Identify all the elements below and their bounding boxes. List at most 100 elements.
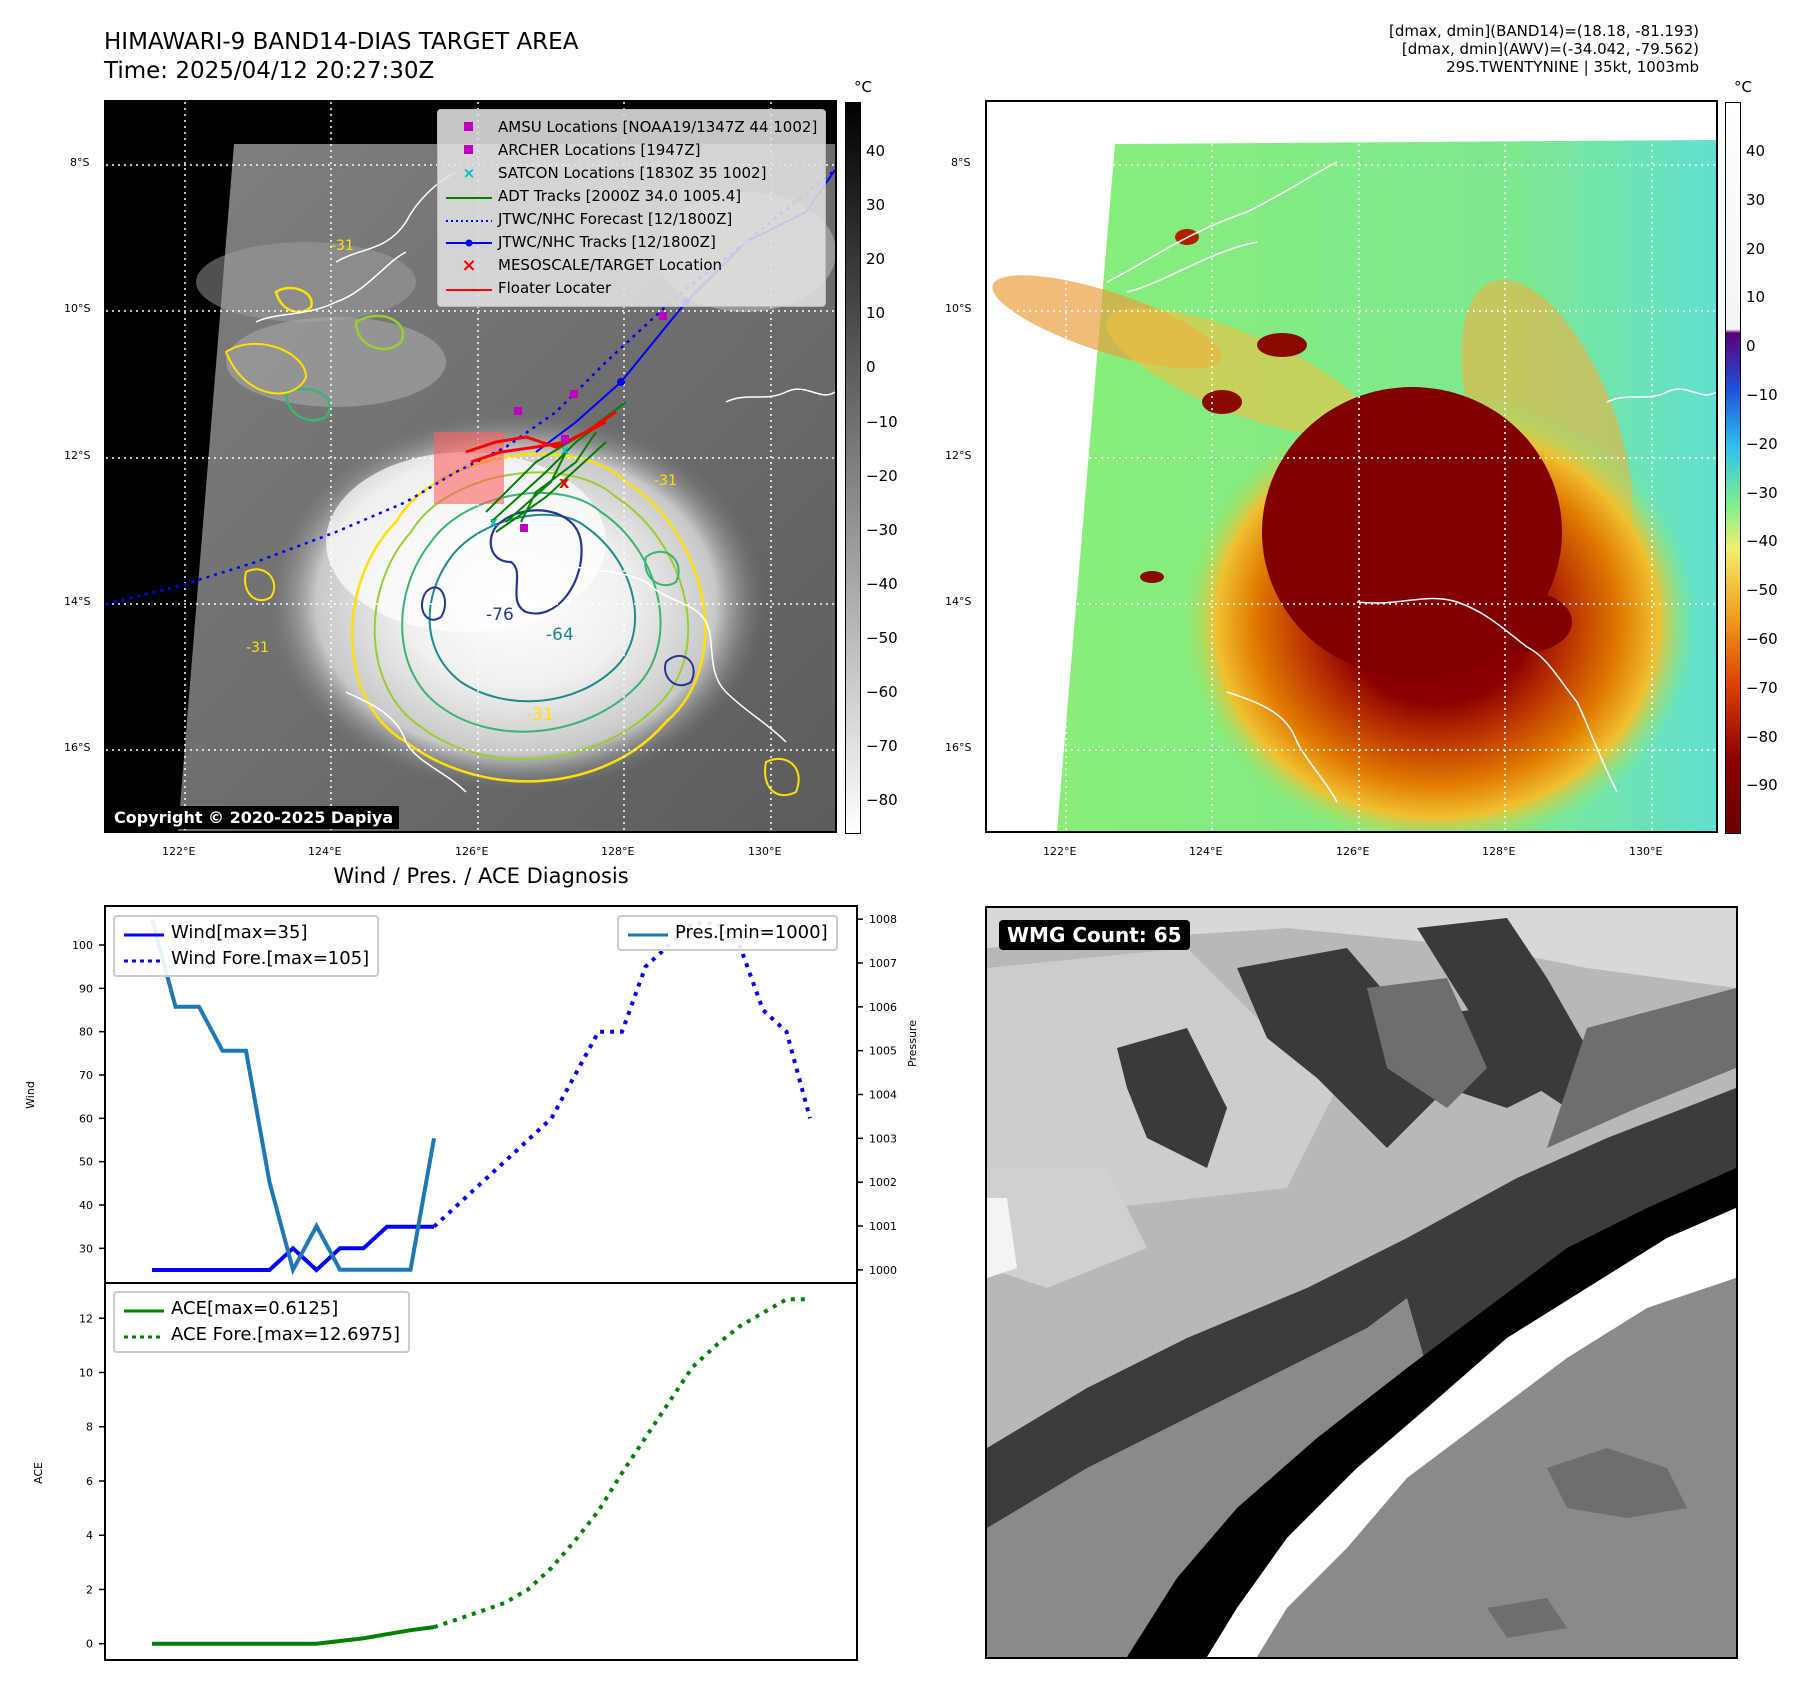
awv-gridlines bbox=[987, 102, 1716, 831]
colorbar-tick: −30 bbox=[1746, 483, 1778, 502]
colorbar-tick: 0 bbox=[866, 358, 876, 377]
lat-tick: 12°S bbox=[945, 449, 972, 462]
lon-tick: 122°E bbox=[1043, 845, 1077, 858]
diagnosis-lines bbox=[150, 918, 812, 1646]
awv-map-image bbox=[987, 102, 1716, 831]
colorbar-tick: −50 bbox=[1746, 581, 1778, 600]
wmg-count-label: WMG Count: 65 bbox=[999, 920, 1190, 950]
lon-tick: 126°E bbox=[1336, 845, 1370, 858]
colorbar-tick: −70 bbox=[866, 737, 898, 756]
contour-label: -31 bbox=[526, 705, 554, 725]
x-marker-icon: × bbox=[461, 255, 477, 276]
solid-line-icon bbox=[123, 1296, 165, 1322]
colorbar-tick: −50 bbox=[866, 628, 898, 647]
pressure-axis: 1000 1001 1002 1003 1004 1005 1006 1007 1008 bbox=[857, 913, 897, 1277]
colorbar-unit: °C bbox=[854, 78, 872, 96]
legend-item-pressure: Pres.[min=1000] bbox=[627, 920, 828, 946]
legend-item-wind-fore: Wind Fore.[max=105] bbox=[123, 946, 369, 972]
ace-axis: 0 2 4 6 8 10 12 bbox=[79, 1312, 105, 1651]
colorbar-tick: −20 bbox=[866, 466, 898, 485]
title-line-1: HIMAWARI-9 BAND14-DIAS TARGET AREA bbox=[104, 29, 579, 55]
info-line-2: [dmax, dmin](AWV)=(-34.042, -79.562) bbox=[1401, 40, 1699, 58]
colorbar-tick: 40 bbox=[1746, 142, 1766, 160]
contour-label: -64 bbox=[546, 625, 574, 645]
colorbar-tick: −10 bbox=[866, 412, 898, 431]
legend-item-jtwc-forecast: JTWC/NHC Forecast [12/1800Z] bbox=[446, 208, 817, 231]
colorbar-tick: −70 bbox=[1746, 678, 1778, 697]
colorbar-tick: 30 bbox=[1746, 190, 1766, 209]
ace-panel-frame bbox=[104, 1282, 858, 1661]
colorbar-tick: −80 bbox=[866, 791, 898, 810]
ace-tick-label: 6 bbox=[86, 1475, 93, 1488]
colorbar-tick: −10 bbox=[1746, 386, 1778, 404]
dotted-line-icon bbox=[123, 1322, 165, 1348]
colorbar-tick: 20 bbox=[1746, 239, 1766, 258]
pressure-tick-label: 1003 bbox=[869, 1132, 897, 1145]
legend-item-jtwc-tracks: JTWC/NHC Tracks [12/1800Z] bbox=[446, 231, 817, 254]
svg-text:x: x bbox=[559, 473, 570, 492]
legend-item-ace: ACE[max=0.6125] bbox=[123, 1296, 400, 1322]
legend-item-satcon: × SATCON Locations [1830Z 35 1002] bbox=[446, 162, 817, 185]
legend-item-amsu: AMSU Locations [NOAA19/1347Z 44 1002] bbox=[446, 116, 817, 139]
contour-label: -76 bbox=[486, 605, 514, 625]
lon-tick: 128°E bbox=[1482, 845, 1516, 858]
legend-item-wind: Wind[max=35] bbox=[123, 920, 369, 946]
lon-tick: 128°E bbox=[601, 845, 635, 858]
legend-item-archer: ARCHER Locations [1947Z] bbox=[446, 139, 817, 162]
colorbar-tick: 30 bbox=[866, 196, 886, 215]
line-marker-icon bbox=[446, 185, 492, 208]
wind-legend: Wind[max=35] Wind Fore.[max=105] bbox=[113, 915, 380, 977]
lat-tick: 12°S bbox=[64, 449, 91, 462]
colorbar-tick: −40 bbox=[1746, 532, 1778, 551]
pressure-tick-label: 1007 bbox=[869, 957, 897, 970]
wind-tick-label: 100 bbox=[72, 939, 93, 952]
lon-tick: 124°E bbox=[1189, 845, 1223, 858]
pressure-tick-label: 1006 bbox=[869, 1001, 897, 1014]
solid-line-icon bbox=[627, 920, 669, 946]
colorbar-tick: 40 bbox=[866, 142, 886, 160]
solid-line-icon bbox=[123, 920, 165, 946]
pressure-tick-label: 1004 bbox=[869, 1089, 897, 1102]
wind-line bbox=[152, 1224, 434, 1273]
colorbar-tick: −60 bbox=[1746, 630, 1778, 648]
lon-tick: 126°E bbox=[455, 845, 489, 858]
svg-text:x: x bbox=[490, 515, 498, 529]
wind-tick-label: 40 bbox=[79, 1199, 93, 1212]
wind-tick-label: 90 bbox=[79, 982, 93, 995]
ace-tick-label: 0 bbox=[86, 1638, 93, 1651]
colorbar-tick: −40 bbox=[866, 574, 898, 593]
info-line-3: 29S.TWENTYNINE | 35kt, 1003mb bbox=[1446, 58, 1699, 76]
contour-label: -31 bbox=[654, 473, 677, 489]
contour-label: -31 bbox=[246, 640, 269, 656]
ace-forecast-line bbox=[433, 1297, 810, 1629]
lat-tick: 10°S bbox=[945, 302, 972, 315]
lat-tick: 14°S bbox=[64, 595, 91, 608]
figure-title: HIMAWARI-9 BAND14-DIAS TARGET AREA Time:… bbox=[104, 28, 578, 86]
band14-map-panel: x x x -76 -64 -31 -31 -31 -31 AMSU Locat… bbox=[104, 100, 837, 833]
wmg-black-band bbox=[1127, 1168, 1736, 1657]
lon-tick: 122°E bbox=[162, 845, 196, 858]
ace-tick-label: 10 bbox=[79, 1367, 93, 1380]
lat-tick: 14°S bbox=[945, 595, 972, 608]
colorbar-tick: 10 bbox=[1746, 288, 1766, 307]
pressure-tick-label: 1000 bbox=[869, 1264, 897, 1277]
lat-tick: 8°S bbox=[70, 156, 90, 169]
lon-tick: 130°E bbox=[1629, 845, 1663, 858]
wind-tick-label: 70 bbox=[79, 1069, 93, 1082]
copyright-label: Copyright © 2020-2025 Dapiya bbox=[108, 806, 400, 829]
wind-tick-label: 60 bbox=[79, 1112, 93, 1125]
wmg-panel: WMG Count: 65 bbox=[985, 906, 1738, 1659]
ace-line bbox=[152, 1625, 435, 1646]
wind-axis-label: Wind bbox=[24, 1081, 37, 1109]
lat-tick: 8°S bbox=[951, 156, 971, 169]
legend-item-target: × MESOSCALE/TARGET Location bbox=[446, 254, 817, 277]
pressure-legend: Pres.[min=1000] bbox=[617, 915, 838, 951]
legend-item-adt: ADT Tracks [2000Z 34.0 1005.4] bbox=[446, 185, 817, 208]
storm-info: [dmax, dmin](BAND14)=(18.18, -81.193) [d… bbox=[1389, 22, 1699, 76]
floater-track bbox=[465, 410, 617, 464]
contour-label: -31 bbox=[331, 238, 354, 254]
colorbar-tick: −80 bbox=[1746, 727, 1778, 746]
wind-tick-label: 50 bbox=[79, 1156, 93, 1169]
colorbar-tick: 0 bbox=[1746, 337, 1756, 356]
